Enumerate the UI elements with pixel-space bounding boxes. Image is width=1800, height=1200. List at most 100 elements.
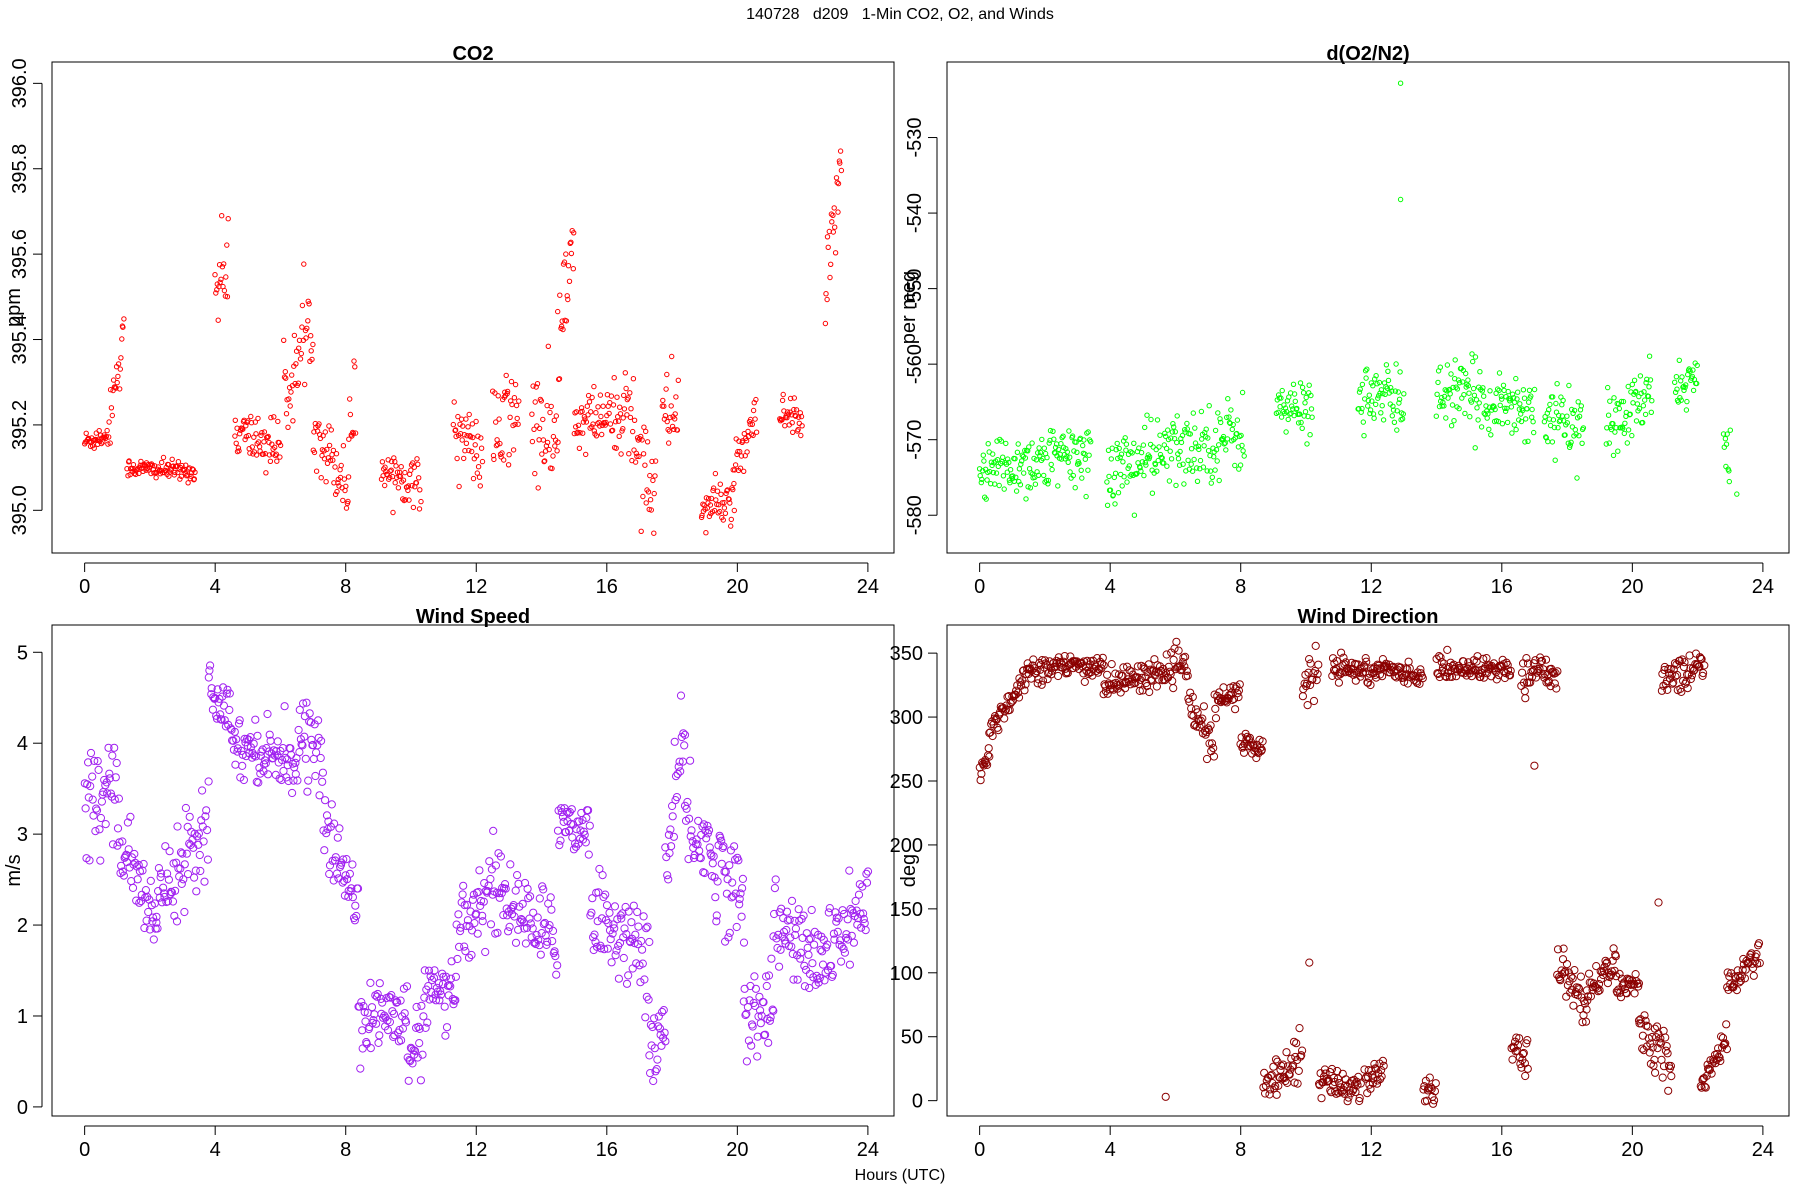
- data-point: [660, 397, 666, 404]
- data-point: [1462, 410, 1468, 417]
- data-point: [695, 846, 704, 855]
- data-point: [1149, 490, 1156, 496]
- data-point: [400, 477, 407, 483]
- data-point: [1377, 1072, 1386, 1081]
- data-point: [585, 821, 594, 830]
- data-point: [1671, 672, 1680, 681]
- data-point: [1546, 407, 1552, 413]
- data-point: [342, 855, 351, 864]
- data-point: [415, 461, 421, 467]
- data-point: [1112, 470, 1119, 476]
- data-point: [1640, 419, 1646, 426]
- data-point: [692, 835, 701, 844]
- data-point: [219, 701, 228, 710]
- data-point: [645, 937, 654, 947]
- data-point: [1368, 1079, 1378, 1088]
- data-point: [1050, 428, 1056, 434]
- data-point: [563, 318, 570, 324]
- data-point: [713, 497, 719, 503]
- data-point: [1359, 405, 1365, 412]
- data-point: [1562, 992, 1571, 1001]
- data-point: [270, 751, 279, 760]
- data-point: [833, 927, 842, 936]
- data-point: [115, 373, 121, 380]
- data-point: [1609, 944, 1618, 953]
- data-point: [115, 361, 122, 367]
- data-point: [1502, 405, 1508, 411]
- data-point: [392, 480, 398, 486]
- data-point: [1477, 369, 1483, 375]
- data-point: [89, 811, 98, 820]
- data-point: [600, 945, 609, 954]
- data-point: [1103, 670, 1112, 679]
- data-point: [402, 982, 412, 991]
- data-point: [1567, 972, 1576, 981]
- data-point: [586, 399, 593, 405]
- data-point: [1154, 417, 1161, 423]
- data-point: [815, 973, 824, 983]
- data-point: [633, 450, 639, 456]
- data-point: [91, 827, 100, 836]
- data-point: [1016, 678, 1025, 687]
- data-point: [1355, 668, 1364, 678]
- data-point: [827, 961, 836, 971]
- data-point: [1507, 396, 1514, 402]
- data-point: [1228, 407, 1234, 413]
- data-point: [1749, 963, 1758, 973]
- x-tick-label: 8: [340, 1139, 351, 1161]
- data-point: [1378, 1056, 1388, 1066]
- data-point: [106, 789, 116, 798]
- data-point: [265, 730, 274, 739]
- data-point: [794, 905, 803, 914]
- data-point: [1652, 1022, 1662, 1031]
- data-point: [253, 731, 262, 740]
- data-point: [738, 453, 745, 459]
- data-point: [1642, 397, 1648, 403]
- data-point: [192, 887, 201, 896]
- data-point: [576, 834, 585, 843]
- data-point: [420, 966, 429, 975]
- data-point: [982, 759, 991, 768]
- data-point: [568, 250, 575, 257]
- data-point: [1352, 1077, 1361, 1086]
- data-point: [641, 1013, 650, 1022]
- data-point: [491, 861, 500, 870]
- data-point: [124, 845, 133, 854]
- data-point: [1505, 388, 1511, 395]
- data-point: [274, 458, 280, 464]
- data-point: [1216, 477, 1222, 484]
- data-point: [1165, 427, 1171, 433]
- data-point: [1726, 478, 1733, 485]
- data-point: [1491, 403, 1497, 410]
- data-point: [749, 421, 755, 427]
- data-point: [791, 930, 800, 940]
- data-point: [1363, 678, 1373, 687]
- data-point: [303, 787, 312, 796]
- data-point: [634, 453, 640, 459]
- data-point: [347, 396, 353, 402]
- data-point: [473, 929, 482, 938]
- data-point: [789, 975, 798, 984]
- data-point: [853, 914, 863, 923]
- data-point: [1564, 420, 1571, 426]
- data-point: [1470, 385, 1477, 392]
- data-point: [1239, 389, 1246, 396]
- data-point: [732, 922, 741, 932]
- data-point: [456, 927, 465, 936]
- data-point: [1067, 469, 1073, 475]
- data-point: [1234, 686, 1244, 695]
- data-point: [1526, 678, 1535, 687]
- data-point: [1723, 441, 1730, 447]
- data-point: [824, 296, 830, 303]
- data-point: [1101, 687, 1111, 696]
- data-point: [1029, 440, 1035, 446]
- data-point: [664, 830, 674, 839]
- data-point: [1355, 1096, 1364, 1106]
- data-point: [1012, 456, 1018, 462]
- x-axis: 0 4 8 12 16 20 24: [974, 1125, 1774, 1161]
- data-point: [1513, 375, 1519, 382]
- data-point: [1366, 1084, 1375, 1093]
- data-point: [247, 450, 253, 456]
- data-point: [153, 475, 159, 481]
- data-point: [1500, 673, 1510, 683]
